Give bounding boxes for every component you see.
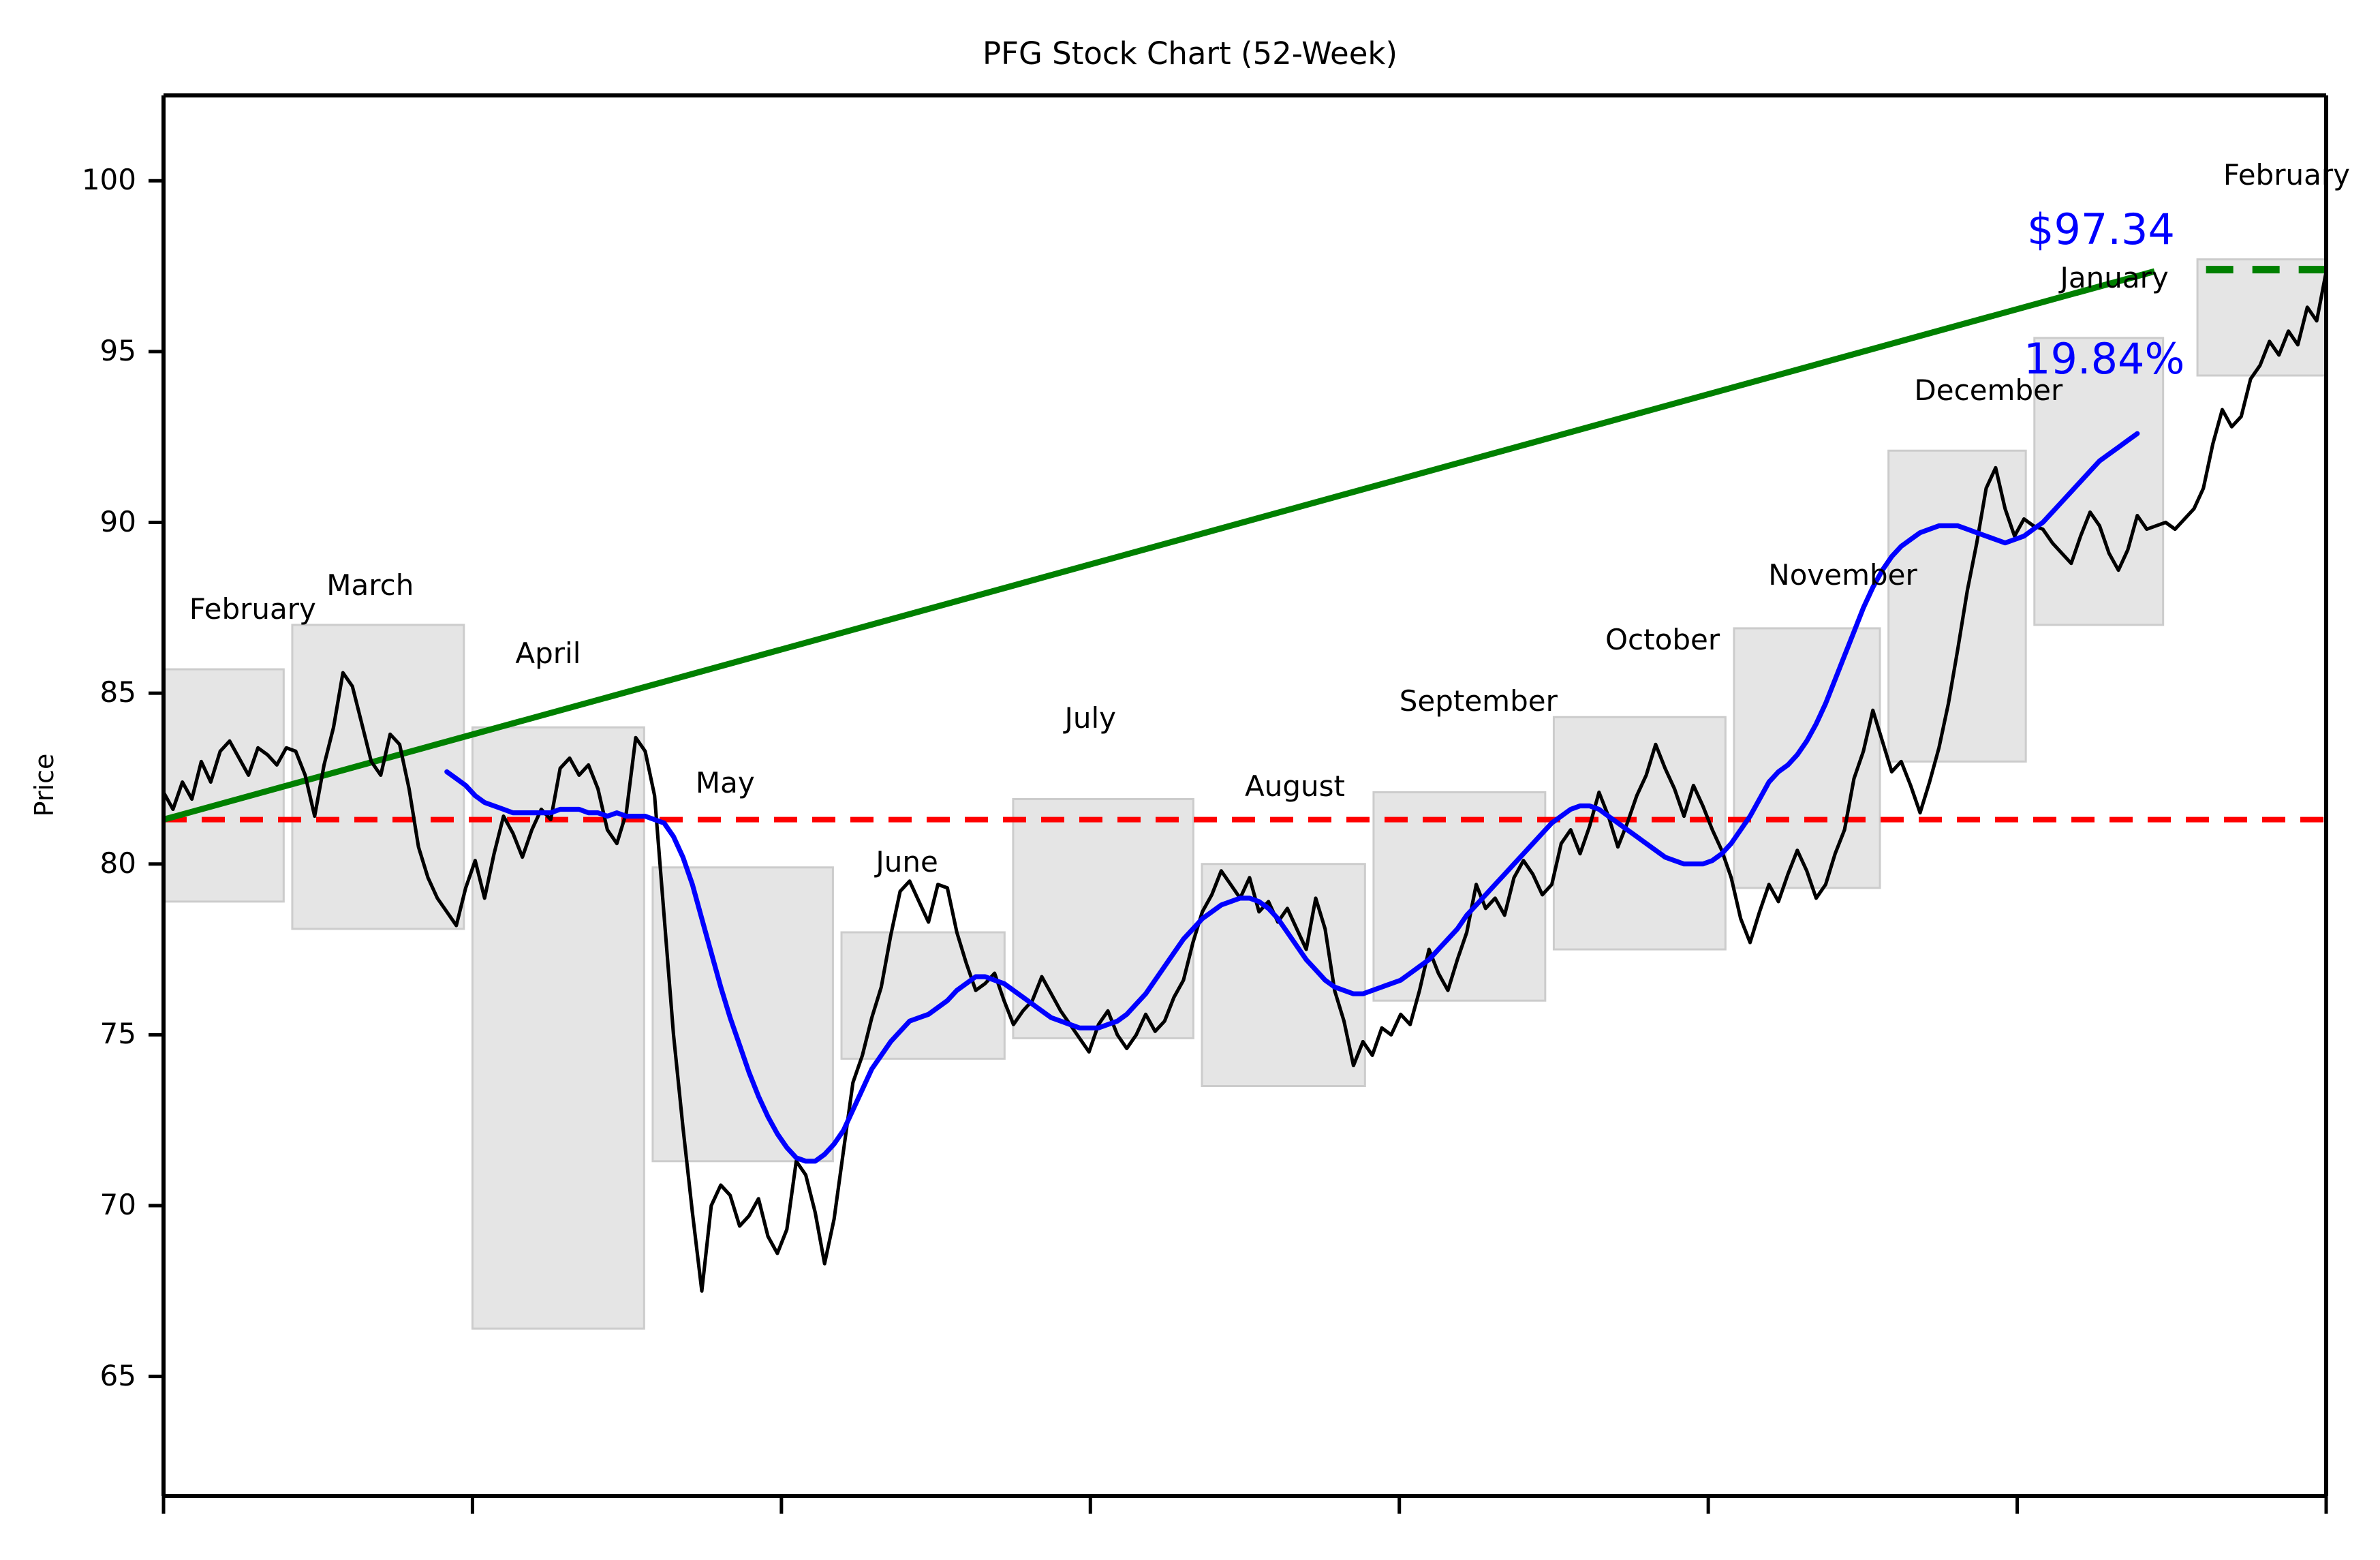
month-range-box [840, 931, 1006, 1060]
y-axis-tick-label: 90 [99, 504, 136, 538]
month-range-box [651, 866, 834, 1163]
y-axis-tick-label: 95 [99, 333, 136, 367]
month-label-december: December [1914, 373, 2063, 408]
month-label-march: March [326, 568, 414, 602]
month-range-box [1887, 449, 2027, 763]
axes [149, 93, 2328, 1514]
moving-average-polyline [444, 431, 2140, 1164]
month-label-february: February [2223, 158, 2350, 192]
month-label-june: June [876, 844, 938, 878]
month-label-september: September [1399, 684, 1558, 718]
month-label-august: August [1245, 769, 1345, 804]
month-label-july: July [1064, 701, 1117, 735]
price-polyline [161, 270, 2328, 1293]
month-range-box [1012, 798, 1194, 1039]
y-axis-tick-label: 75 [99, 1017, 136, 1051]
y-axis-tick-label: 100 [81, 163, 136, 197]
y-axis-tick-label: 70 [99, 1187, 136, 1221]
price-line [161, 270, 2328, 1293]
y-axis-tick-label: 65 [99, 1358, 136, 1392]
chart-title: PFG Stock Chart (52-Week) [982, 35, 1398, 72]
month-label-may: May [695, 766, 755, 800]
month-range-box [2033, 337, 2165, 626]
moving-average-line [444, 431, 2140, 1164]
month-label-january: January [2060, 260, 2169, 294]
current-price-annotation: $97.34 [2027, 204, 2175, 254]
month-label-october: October [1605, 622, 1720, 656]
month-label-february: February [189, 592, 316, 626]
month-label-november: November [1768, 557, 1917, 592]
month-range-box [1201, 863, 1366, 1088]
month-range-boxes [162, 258, 2328, 1330]
month-range-box [1733, 627, 1881, 889]
y-axis-tick-label: 85 [99, 675, 136, 709]
trend-line [162, 266, 2326, 823]
trend-solid-line [162, 268, 2156, 823]
month-label-april: April [515, 637, 581, 670]
percent-change-annotation: 19.84% [2024, 334, 2185, 384]
y-axis-tick-label: 80 [99, 846, 136, 880]
month-range-box [1372, 791, 1547, 1002]
month-range-box [1552, 716, 1727, 951]
